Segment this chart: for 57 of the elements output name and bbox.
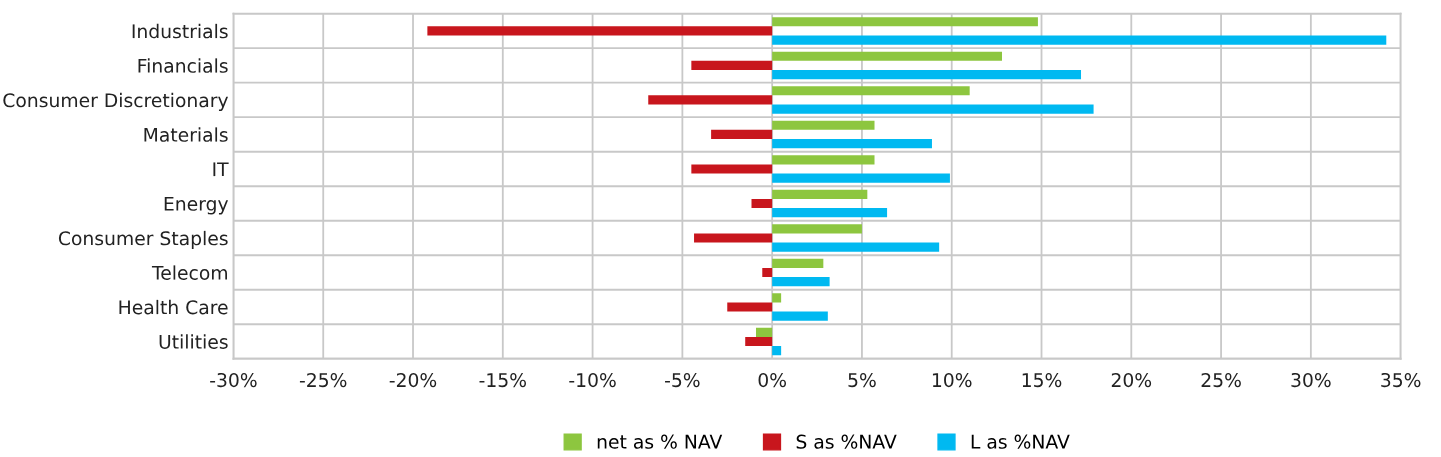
y-tick-label: IT	[213, 162, 229, 177]
legend-label: L as %NAV	[971, 434, 1070, 449]
bar	[772, 189, 868, 199]
x-tick-label: -30%	[210, 372, 257, 388]
y-tick-label: Telecom	[151, 265, 227, 280]
bar	[691, 60, 773, 71]
y-tick-label: Financials	[138, 58, 228, 73]
bar	[691, 164, 773, 174]
y-tick-label: Health Care	[119, 299, 228, 315]
x-tick-label: -20%	[389, 372, 437, 388]
bar	[772, 311, 828, 321]
bar	[772, 120, 875, 130]
x-tick-label: 15%	[1022, 372, 1062, 388]
x-tick-label: -10%	[569, 372, 616, 388]
x-tick-label: 10%	[932, 372, 972, 388]
bar	[772, 139, 932, 149]
y-tick-label: Consumer Discretionary	[3, 92, 229, 111]
x-tick-label: 25%	[1201, 372, 1241, 388]
bar	[772, 173, 950, 183]
bar	[727, 302, 773, 312]
x-tick-label: 20%	[1111, 372, 1152, 388]
bar	[427, 26, 773, 36]
legend-label: S as %NAV	[796, 434, 897, 449]
x-tick-label: -15%	[479, 372, 526, 388]
bar	[772, 86, 970, 96]
y-tick-label: Materials	[144, 127, 228, 142]
x-tick-label: -25%	[299, 372, 347, 388]
bar	[772, 35, 1387, 45]
bar	[772, 17, 1038, 27]
y-tick-label: Utilities	[159, 334, 228, 349]
bar	[755, 327, 773, 337]
bar	[772, 346, 782, 356]
bar	[772, 242, 940, 252]
y-tick-label: Consumer Staples	[58, 230, 228, 250]
bar	[772, 51, 1002, 61]
bar	[648, 95, 773, 105]
bar	[762, 267, 773, 278]
bar	[694, 233, 773, 243]
bar	[772, 104, 1094, 114]
bar	[772, 293, 782, 303]
x-tick-label: -5%	[665, 372, 700, 388]
x-tick-label: 5%	[848, 372, 876, 388]
x-tick-label: 30%	[1291, 372, 1331, 388]
legend-label: net as % NAV	[597, 434, 723, 449]
bar	[772, 277, 830, 287]
bar	[772, 70, 1082, 80]
y-tick-label: Energy	[164, 196, 229, 215]
bar	[711, 129, 773, 140]
bar	[772, 258, 824, 268]
y-tick-label: Industrials	[132, 23, 228, 39]
bar	[772, 155, 875, 165]
bar	[772, 208, 888, 218]
bar	[745, 336, 773, 347]
x-tick-label: 35%	[1381, 372, 1421, 388]
x-tick-label: 0%	[758, 372, 786, 388]
bar	[751, 198, 773, 209]
bar	[772, 224, 862, 234]
